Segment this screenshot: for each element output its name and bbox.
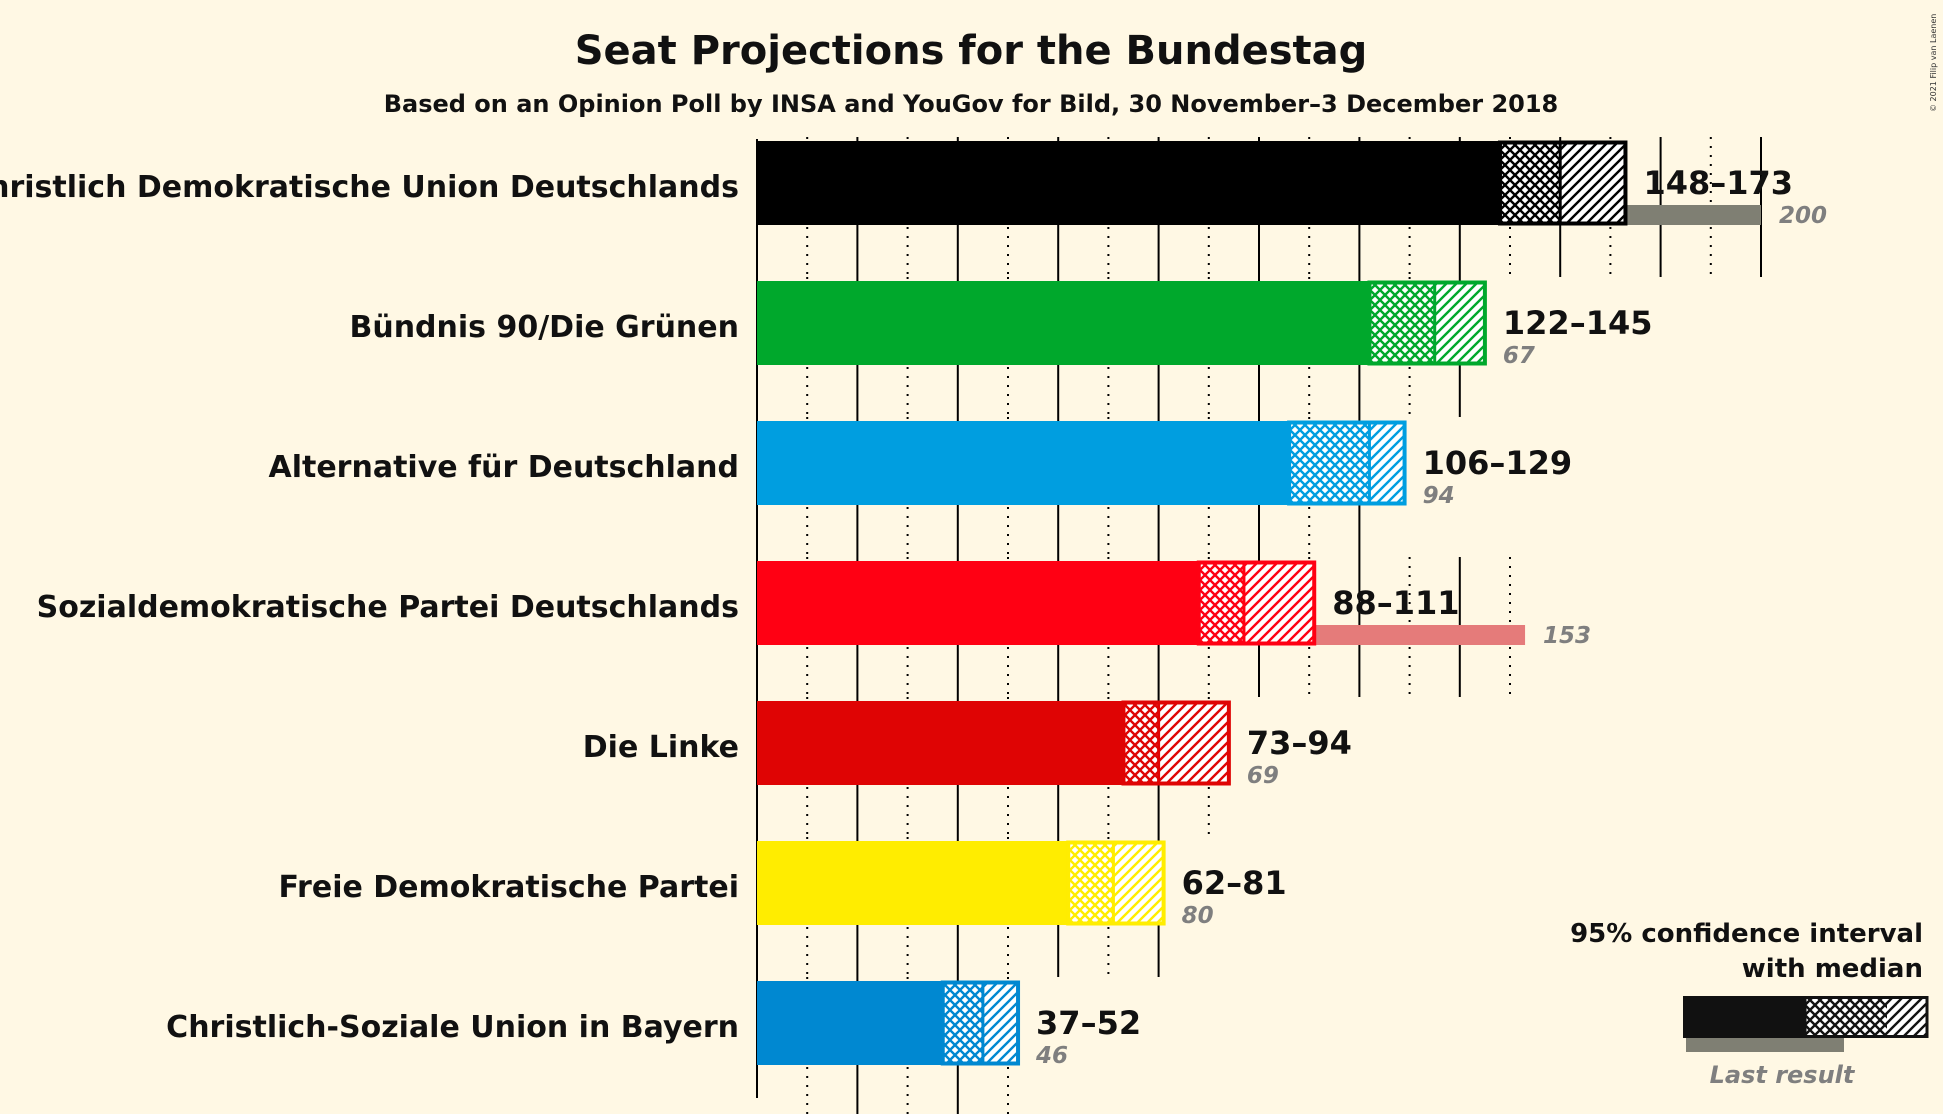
legend-last-result-label: Last result [1710, 1061, 1856, 1089]
ci-lower-half-bar [1289, 421, 1370, 505]
legend-solid-swatch [1683, 996, 1805, 1038]
ci-range-label: 62–81 [1182, 864, 1287, 902]
ci-solid-bar [757, 841, 1069, 925]
ci-outline [1497, 140, 1628, 226]
last-result-label: 46 [1035, 1043, 1068, 1069]
last-result-label: 94 [1423, 483, 1455, 509]
party-row: Sozialdemokratische Partei Deutschlands 8… [37, 557, 1591, 697]
party-label: Christlich-Soziale Union in Bayern [166, 1010, 739, 1045]
ci-lower-half-bar [1499, 141, 1561, 225]
party-label: Christlich Demokratische Union Deutschla… [0, 170, 739, 205]
ci-lower-half-bar [1198, 561, 1244, 645]
legend-title-line2: with median [1742, 954, 1923, 984]
party-row: Christlich-Soziale Union in Bayern 37–524… [166, 977, 1141, 1114]
ci-solid-bar [757, 141, 1500, 225]
chart-title: Seat Projections for the Bundestag [575, 28, 1368, 74]
ci-solid-bar [757, 421, 1290, 505]
copyright-note: © 2021 Filip van Laenen [1929, 14, 1938, 112]
legend-title-line1: 95% confidence interval [1570, 919, 1923, 949]
ci-range-label: 37–52 [1036, 1004, 1141, 1042]
legend-ci-outline [1803, 996, 1929, 1038]
ci-lower-half-bar [942, 981, 983, 1065]
chart-subtitle: Based on an Opinion Poll by INSA and You… [384, 90, 1559, 118]
ci-upper-half-bar [1369, 421, 1405, 505]
ci-upper-half-bar [1113, 841, 1164, 925]
ci-range-label: 122–145 [1503, 304, 1653, 342]
last-result-label: 200 [1779, 203, 1827, 229]
ci-lower-half-bar [1369, 281, 1435, 365]
last-result-label: 153 [1543, 623, 1591, 649]
ci-outline [1121, 700, 1231, 786]
ci-upper-half-bar [1243, 561, 1315, 645]
ci-upper-half-bar [982, 981, 1019, 1065]
legend-cross-swatch [1805, 996, 1887, 1038]
ci-solid-bar [757, 281, 1370, 365]
party-label: Bündnis 90/Die Grünen [349, 310, 739, 345]
ci-solid-bar [757, 561, 1199, 645]
party-label: Sozialdemokratische Partei Deutschlands [37, 590, 739, 625]
ci-range-label: 88–111 [1332, 584, 1459, 622]
last-result-label: 67 [1503, 343, 1535, 369]
ci-upper-half-bar [1158, 701, 1229, 785]
legend-hatch-swatch [1887, 996, 1927, 1038]
ci-outline [940, 980, 1021, 1066]
last-result-label: 80 [1182, 903, 1214, 929]
ci-lower-half-bar [1123, 701, 1159, 785]
ci-range-label: 106–129 [1423, 444, 1573, 482]
party-label: Die Linke [583, 730, 739, 765]
party-label: Alternative für Deutschland [268, 450, 739, 485]
party-row: Christlich Demokratische Union Deutschla… [0, 137, 1827, 277]
ci-upper-half-bar [1560, 141, 1626, 225]
ci-outline [1287, 420, 1407, 506]
last-result-label: 69 [1247, 763, 1279, 789]
legend: 95% confidence interval with median Last… [1570, 919, 1929, 1089]
ci-range-label: 73–94 [1247, 724, 1352, 762]
ci-outline [1367, 280, 1487, 366]
ci-range-label: 148–173 [1643, 164, 1793, 202]
ci-lower-half-bar [1068, 841, 1114, 925]
ci-solid-bar [757, 981, 943, 1065]
ci-outline [1066, 840, 1166, 926]
party-label: Freie Demokratische Partei [278, 870, 739, 905]
ci-solid-bar [757, 701, 1124, 785]
plot-area: Christlich Demokratische Union Deutschla… [0, 137, 1827, 1114]
ci-upper-half-bar [1434, 281, 1485, 365]
ci-outline [1196, 560, 1317, 646]
